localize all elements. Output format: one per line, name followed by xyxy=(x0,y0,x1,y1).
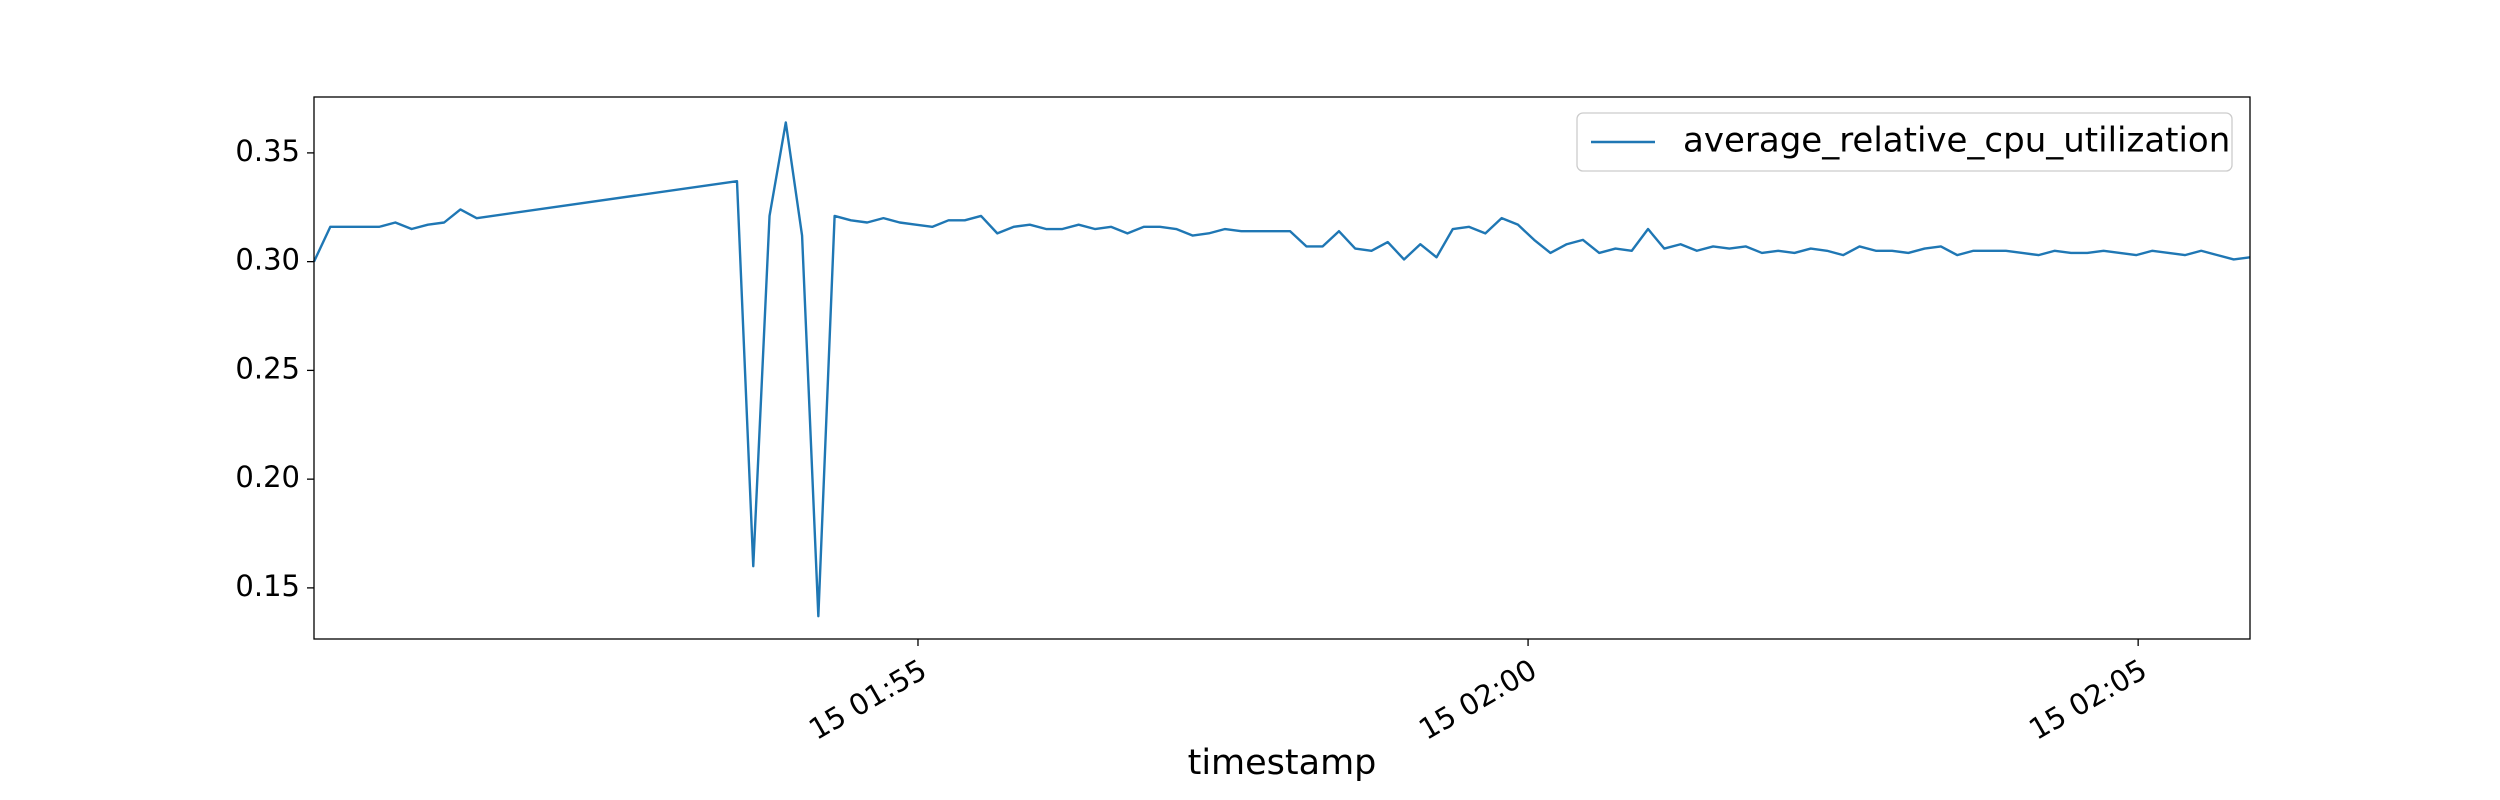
y-tick-label: 0.25 xyxy=(235,351,300,385)
y-tick-label: 0.35 xyxy=(235,134,300,168)
y-tick-label: 0.15 xyxy=(235,569,300,603)
x-tick-label: 15 02:05 xyxy=(2023,652,2152,746)
plot-frame xyxy=(313,96,2251,640)
legend-label: average_relative_cpu_utilization xyxy=(1683,121,2230,161)
x-tick-label: 15 01:55 xyxy=(803,652,932,746)
legend-box xyxy=(1576,112,2233,172)
y-tick-label: 0.20 xyxy=(235,460,300,494)
y-tick-label: 0.30 xyxy=(235,243,300,277)
x-axis-label: timestamp xyxy=(1188,743,1377,783)
x-tick-label: 15 02:00 xyxy=(1413,652,1542,746)
data-line xyxy=(312,121,2251,618)
